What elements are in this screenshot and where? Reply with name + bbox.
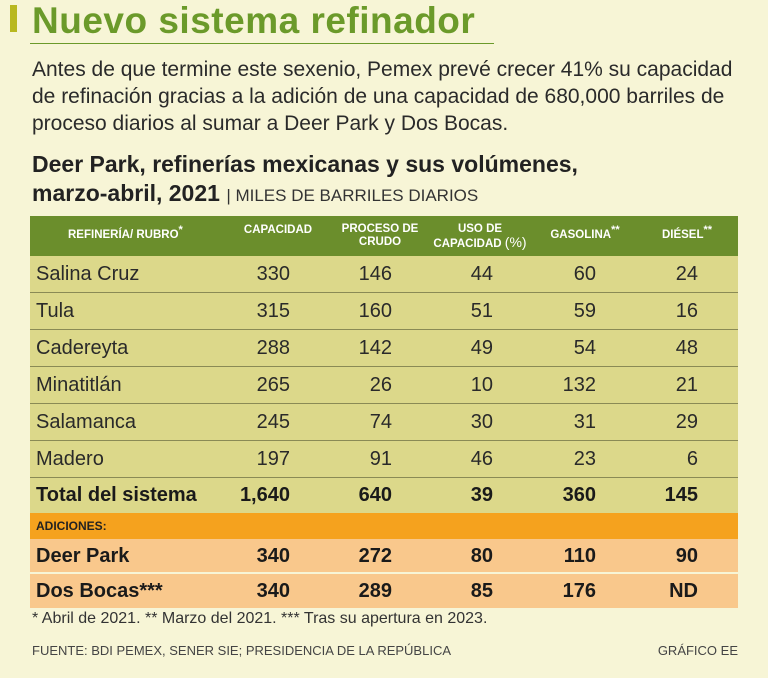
table-row: Salamanca 245 74 30 31 29 [30, 404, 738, 441]
cell-proceso: 146 [358, 263, 392, 285]
cell-proceso: 289 [358, 580, 392, 602]
total-label: Total del sistema [36, 484, 197, 506]
cell-refineria: Deer Park [36, 545, 130, 567]
header-uso-line1: USO DE [457, 223, 503, 235]
cell-diesel: 16 [675, 300, 698, 322]
cell-gasolina: 31 [573, 411, 596, 433]
additions-band: ADICIONES: [30, 513, 738, 539]
total-capacidad: 1,640 [239, 484, 290, 506]
total-uso: 39 [470, 484, 493, 506]
header-uso-unit: (%) [504, 234, 527, 250]
cell-gasolina: 110 [563, 545, 596, 567]
addition-row: Dos Bocas*** 340 289 85 176 ND [30, 574, 738, 608]
cell-uso: 49 [470, 337, 493, 359]
source-line: FUENTE: BDI PEMEX, SENER SIE; PRESIDENCI… [32, 643, 452, 658]
table-title-line2: marzo-abril, 2021 [32, 180, 220, 206]
header-gasolina-mark: ** [611, 224, 620, 236]
title-divider [30, 43, 494, 44]
cell-refineria: Tula [36, 300, 75, 322]
cell-diesel: ND [669, 580, 698, 602]
cell-gasolina: 132 [562, 374, 596, 396]
cell-diesel: 48 [675, 337, 698, 359]
header-proceso: PROCESO DE CRUDO [338, 223, 422, 249]
table-row: Tula 315 160 51 59 16 [30, 293, 738, 330]
total-diesel: 145 [664, 484, 698, 506]
cell-proceso: 91 [369, 448, 392, 470]
refinery-table: REFINERÍA/ RUBRO* CAPACIDAD PROCESO DE CR… [30, 216, 738, 608]
cell-uso: 85 [470, 580, 493, 602]
table-row: Salina Cruz 330 146 44 60 24 [30, 256, 738, 293]
additions-label: ADICIONES: [36, 519, 107, 533]
cell-gasolina: 59 [573, 300, 596, 322]
header-diesel-mark: ** [703, 224, 713, 236]
cell-capacidad: 288 [256, 337, 290, 359]
cell-refineria: Salina Cruz [36, 263, 140, 285]
graphic-credit: GRÁFICO EE [657, 643, 738, 658]
cell-uso: 10 [470, 374, 493, 396]
total-proceso: 640 [358, 484, 392, 506]
cell-uso: 46 [470, 448, 493, 470]
total-gasolina: 360 [562, 484, 596, 506]
cell-proceso: 142 [358, 337, 392, 359]
cell-uso: 44 [470, 263, 493, 285]
cell-capacidad: 197 [256, 448, 290, 470]
cell-uso: 51 [470, 300, 493, 322]
cell-refineria: Salamanca [36, 411, 137, 433]
cell-gasolina: 176 [562, 580, 596, 602]
cell-gasolina: 23 [573, 448, 596, 470]
header-uso-line2: CAPACIDAD [433, 238, 502, 250]
header-diesel-text: DIÉSEL [661, 228, 704, 241]
cell-capacidad: 245 [256, 411, 290, 433]
header-proceso-line1: PROCESO DE [341, 223, 419, 235]
cell-diesel: 29 [675, 411, 698, 433]
header-gasolina: GASOLINA** [542, 224, 628, 242]
header-proceso-line2: CRUDO [358, 236, 402, 248]
cell-gasolina: 60 [573, 263, 596, 285]
table-title-line1: Deer Park, refinerías mexicanas y sus vo… [32, 151, 578, 177]
cell-refineria: Madero [36, 448, 104, 470]
table-row: Cadereyta 288 142 49 54 48 [30, 330, 738, 367]
cell-proceso: 26 [369, 374, 392, 396]
header-refineria: REFINERÍA/ RUBRO* [68, 224, 183, 242]
header-refineria-mark: * [178, 224, 183, 236]
cell-diesel: 21 [675, 374, 698, 396]
cell-capacidad: 265 [256, 374, 290, 396]
cell-proceso: 160 [358, 300, 392, 322]
table-header: REFINERÍA/ RUBRO* CAPACIDAD PROCESO DE CR… [30, 216, 738, 256]
cell-refineria: Cadereyta [36, 337, 129, 359]
cell-proceso: 74 [369, 411, 392, 433]
total-row: Total del sistema 1,640 640 39 360 145 [30, 478, 738, 513]
table-row: Madero 197 91 46 23 6 [30, 441, 738, 478]
footnote: * Abril de 2021. ** Marzo del 2021. *** … [32, 610, 488, 627]
cell-uso: 80 [470, 545, 493, 567]
cell-gasolina: 54 [573, 337, 596, 359]
table-title: Deer Park, refinerías mexicanas y sus vo… [32, 150, 578, 210]
header-uso: USO DE CAPACIDAD (%) [432, 223, 528, 251]
cell-diesel: 6 [686, 448, 698, 470]
page-title: Nuevo sistema refinador [32, 0, 476, 41]
cell-capacidad: 340 [256, 545, 290, 567]
table-unit-label: | MILES DE BARRILES DIARIOS [226, 186, 479, 205]
cell-capacidad: 315 [256, 300, 290, 322]
header-capacidad: CAPACIDAD [243, 224, 313, 236]
addition-row: Deer Park 340 272 80 110 90 [30, 539, 738, 574]
header-refineria-text: REFINERÍA/ RUBRO [68, 228, 179, 241]
cell-proceso: 272 [358, 545, 392, 567]
cell-capacidad: 330 [256, 263, 290, 285]
cell-diesel: 24 [675, 263, 698, 285]
header-gasolina-text: GASOLINA [550, 228, 612, 241]
cell-capacidad: 340 [256, 580, 290, 602]
cell-refineria: Minatitlán [36, 374, 122, 396]
cell-uso: 30 [470, 411, 493, 433]
intro-paragraph: Antes de que termine este sexenio, Pemex… [32, 58, 733, 135]
cell-diesel: 90 [675, 545, 698, 567]
title-accent-bar [10, 5, 17, 32]
table-row: Minatitlán 265 26 10 132 21 [30, 367, 738, 404]
cell-refineria: Dos Bocas*** [36, 580, 163, 602]
header-diesel: DIÉSEL** [652, 224, 722, 242]
